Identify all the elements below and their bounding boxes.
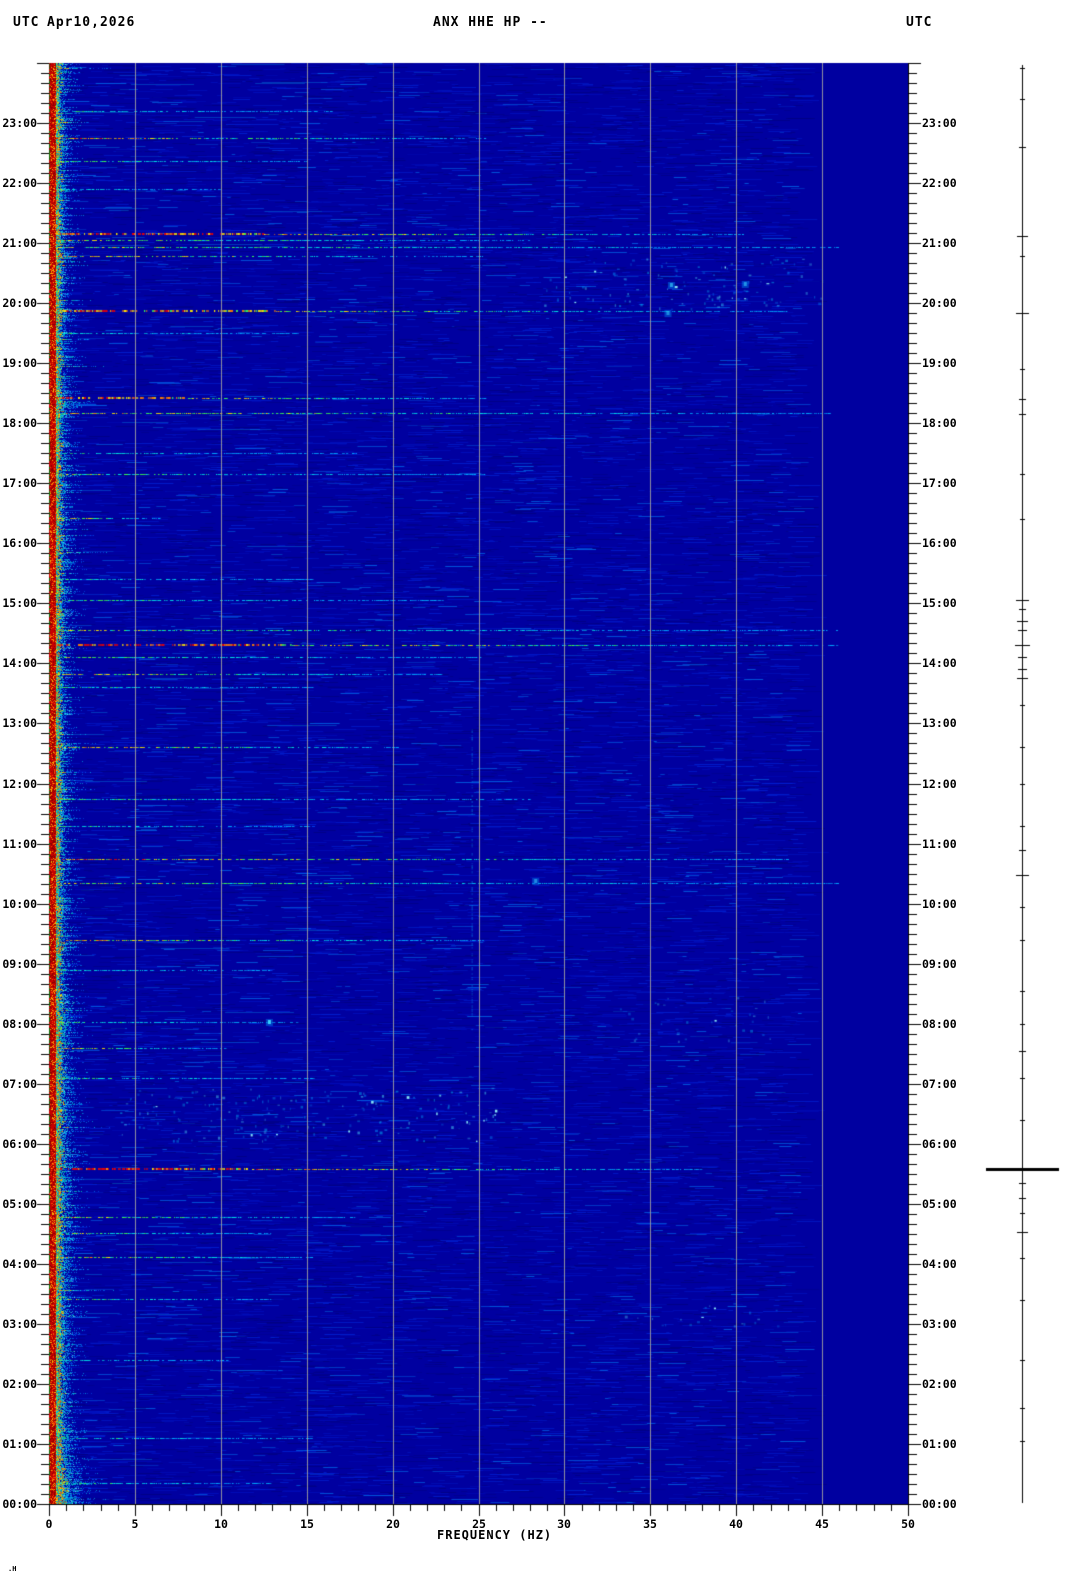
- time-label-left: 02:00: [2, 1377, 37, 1391]
- time-label-left: 14:00: [2, 656, 37, 670]
- time-label-right: 21:00: [922, 236, 957, 250]
- time-label-left: 07:00: [2, 1077, 37, 1091]
- time-label-left: 18:00: [2, 416, 37, 430]
- time-label-left: 22:00: [2, 176, 37, 190]
- time-label-left: 23:00: [2, 116, 37, 130]
- time-label-left: 10:00: [2, 897, 37, 911]
- time-label-left: 13:00: [2, 716, 37, 730]
- time-label-right: 08:00: [922, 1017, 957, 1031]
- time-label-right: 03:00: [922, 1317, 957, 1331]
- time-label-right: 22:00: [922, 176, 957, 190]
- time-label-left: 11:00: [2, 837, 37, 851]
- time-label-right: 18:00: [922, 416, 957, 430]
- time-label-left: 17:00: [2, 476, 37, 490]
- time-label-right: 20:00: [922, 296, 957, 310]
- time-label-right: 04:00: [922, 1257, 957, 1271]
- time-label-left: 12:00: [2, 777, 37, 791]
- corner-mark: .H: [8, 1565, 17, 1573]
- freq-tick-label: 40: [729, 1517, 743, 1531]
- time-label-right: 01:00: [922, 1437, 957, 1451]
- frequency-axis-title: FREQUENCY (HZ): [437, 1528, 553, 1542]
- time-label-right: 09:00: [922, 957, 957, 971]
- time-label-right: 17:00: [922, 476, 957, 490]
- time-label-right: 10:00: [922, 897, 957, 911]
- time-label-left: 03:00: [2, 1317, 37, 1331]
- time-label-right: 07:00: [922, 1077, 957, 1091]
- time-label-left: 21:00: [2, 236, 37, 250]
- time-label-right: 02:00: [922, 1377, 957, 1391]
- freq-tick-label: 5: [131, 1517, 139, 1531]
- time-label-left: 04:00: [2, 1257, 37, 1271]
- time-label-right: 00:00: [922, 1497, 957, 1511]
- time-label-left: 05:00: [2, 1197, 37, 1211]
- time-label-left: 08:00: [2, 1017, 37, 1031]
- time-label-right: 06:00: [922, 1137, 957, 1151]
- freq-tick-label: 0: [45, 1517, 53, 1531]
- time-label-right: 13:00: [922, 716, 957, 730]
- time-label-left: 15:00: [2, 596, 37, 610]
- time-label-right: 16:00: [922, 536, 957, 550]
- time-label-left: 19:00: [2, 356, 37, 370]
- header-station-title: ANX HHE HP --: [433, 15, 548, 30]
- time-label-right: 11:00: [922, 837, 957, 851]
- freq-tick-label: 10: [214, 1517, 228, 1531]
- time-label-left: 09:00: [2, 957, 37, 971]
- time-label-left: 20:00: [2, 296, 37, 310]
- time-label-right: 15:00: [922, 596, 957, 610]
- header-timezone-left: UTC: [13, 15, 40, 30]
- freq-tick-label: 25: [472, 1517, 486, 1531]
- time-label-right: 19:00: [922, 356, 957, 370]
- freq-tick-label: 50: [901, 1517, 915, 1531]
- freq-tick-label: 35: [643, 1517, 657, 1531]
- time-label-left: 00:00: [2, 1497, 37, 1511]
- freq-tick-label: 45: [815, 1517, 829, 1531]
- time-label-left: 16:00: [2, 536, 37, 550]
- time-label-left: 01:00: [2, 1437, 37, 1451]
- time-label-left: 06:00: [2, 1137, 37, 1151]
- freq-tick-label: 20: [386, 1517, 400, 1531]
- freq-tick-label: 30: [557, 1517, 571, 1531]
- time-label-right: 23:00: [922, 116, 957, 130]
- header-timezone-right: UTC: [906, 15, 933, 30]
- time-label-right: 05:00: [922, 1197, 957, 1211]
- header-date: Apr10,2026: [47, 15, 136, 30]
- time-label-right: 12:00: [922, 777, 957, 791]
- freq-tick-label: 15: [300, 1517, 314, 1531]
- time-label-right: 14:00: [922, 656, 957, 670]
